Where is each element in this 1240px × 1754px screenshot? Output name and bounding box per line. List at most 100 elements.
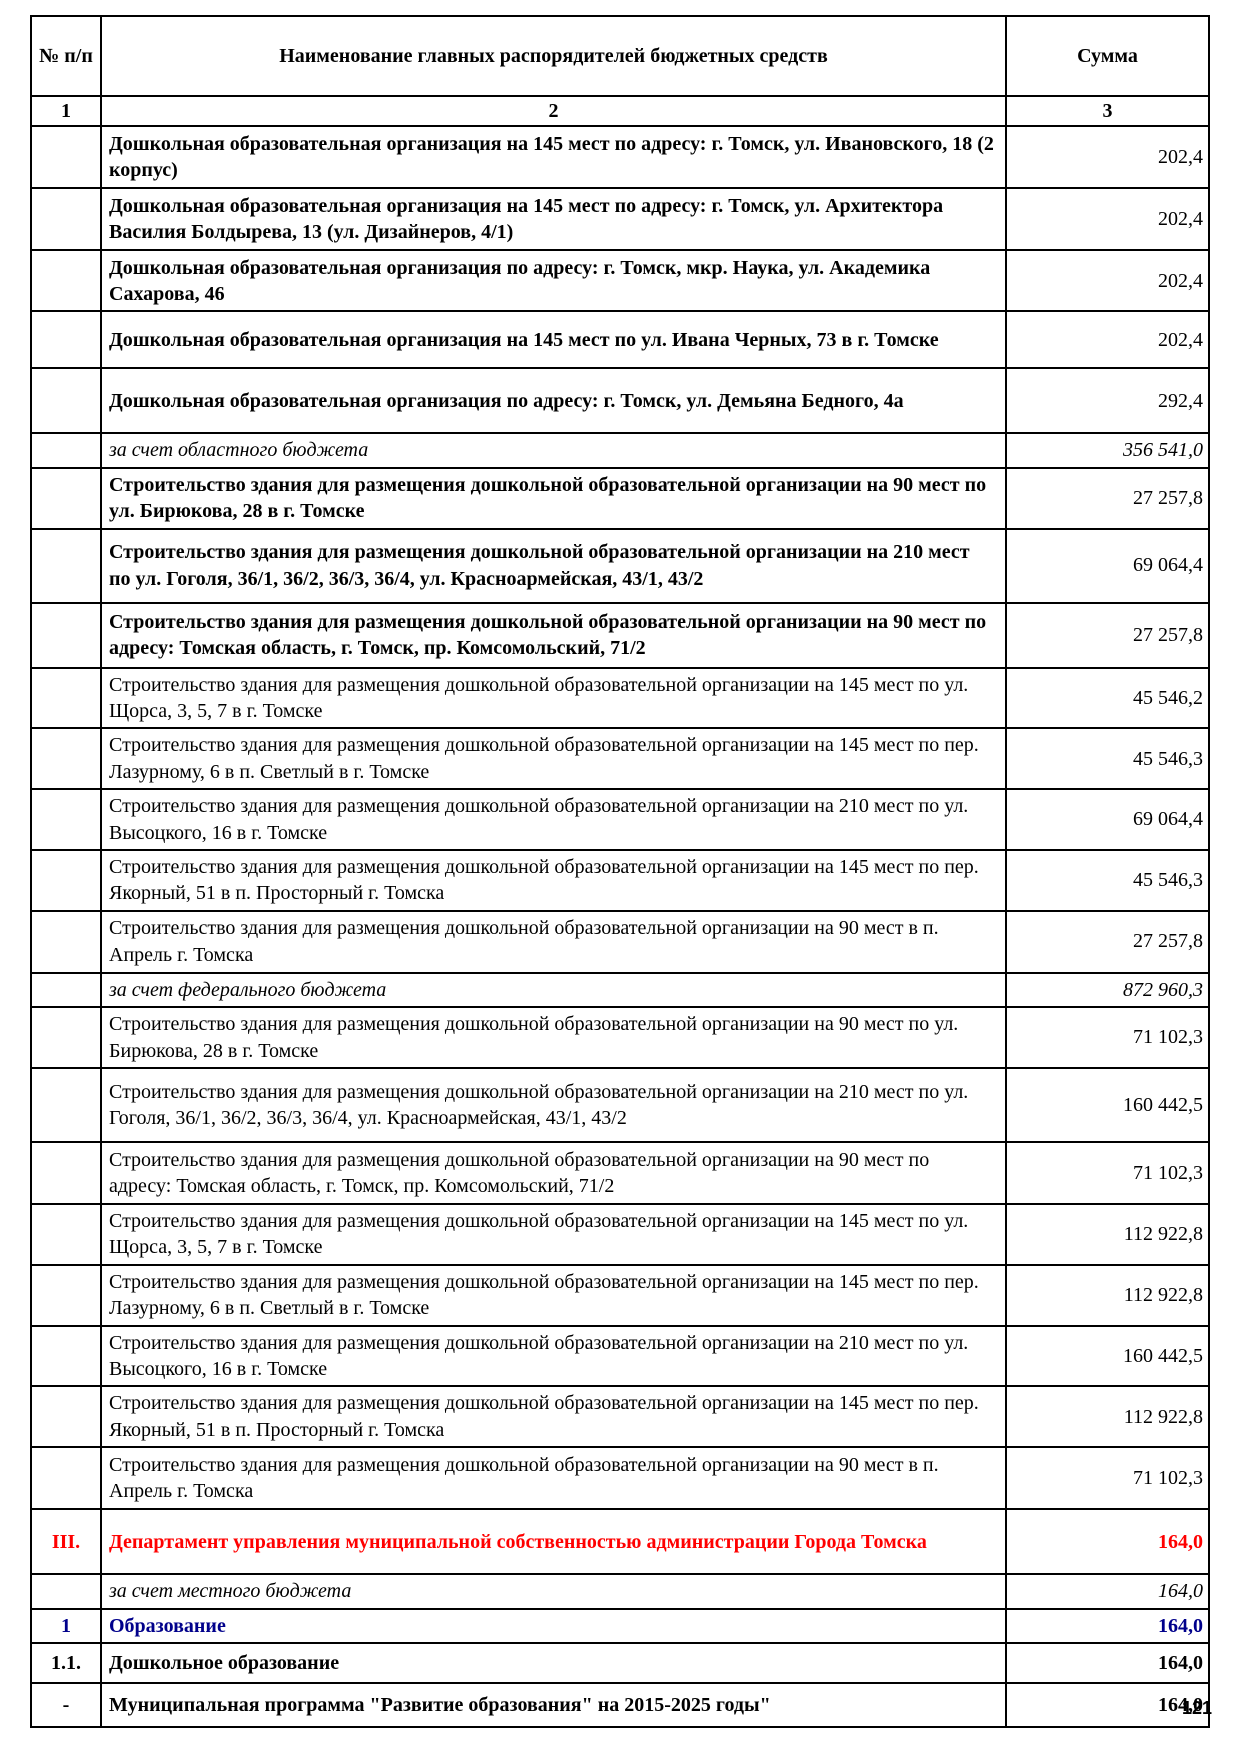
row-number-cell — [30, 125, 102, 190]
row-value-cell: 112 922,8 — [1005, 1385, 1210, 1449]
table-row: за счет федерального бюджета 872 960,3 — [30, 971, 1210, 1009]
row-number-cell — [30, 1446, 102, 1511]
row-name-cell: Строительство здания для размещения дошк… — [100, 1446, 1007, 1511]
table-row: Строительство здания для размещения дошк… — [30, 848, 1210, 912]
table-row: Строительство здания для размещения дошк… — [30, 727, 1210, 791]
row-name-cell: Строительство здания для размещения дошк… — [100, 1067, 1007, 1144]
row-name-cell: Образование — [100, 1607, 1007, 1644]
row-number-cell — [30, 187, 102, 252]
table-row: Дошкольная образовательная организация н… — [30, 187, 1210, 252]
row-name-cell: Строительство здания для размещения дошк… — [100, 601, 1007, 669]
table-row: III. Департамент управления муниципально… — [30, 1508, 1210, 1576]
table-row: за счет местного бюджета 164,0 — [30, 1573, 1210, 1610]
row-number-cell — [30, 432, 102, 469]
row-value-cell: 27 257,8 — [1005, 466, 1210, 530]
row-value-cell: 164,0 — [1005, 1508, 1210, 1576]
row-number-cell — [30, 1067, 102, 1144]
table-row: Строительство здания для размещения дошк… — [30, 1263, 1210, 1327]
row-value-cell: 71 102,3 — [1005, 1446, 1210, 1511]
row-value-cell: 164,0 — [1005, 1681, 1210, 1728]
row-number-cell: 1.1. — [30, 1641, 102, 1684]
row-value-cell: 71 102,3 — [1005, 1141, 1210, 1206]
row-name-cell: Строительство здания для размещения дошк… — [100, 466, 1007, 530]
column-number-2: 2 — [100, 94, 1007, 128]
row-number-cell — [30, 1141, 102, 1206]
header-name: Наименование главных распорядителей бюдж… — [100, 15, 1007, 97]
row-name-cell: Дошкольная образовательная организация п… — [100, 367, 1007, 435]
row-value-cell: 45 546,3 — [1005, 727, 1210, 791]
table-row: Строительство здания для размещения дошк… — [30, 1006, 1210, 1070]
row-number-cell — [30, 727, 102, 791]
row-number-cell — [30, 1385, 102, 1449]
row-number-cell — [30, 367, 102, 435]
row-name-cell: Дошкольная образовательная организация п… — [100, 249, 1007, 313]
table-row: Дошкольная образовательная организация п… — [30, 367, 1210, 435]
row-name-cell: Строительство здания для размещения дошк… — [100, 1141, 1007, 1206]
row-number-cell — [30, 788, 102, 851]
column-number-1: 1 — [30, 94, 102, 128]
table-body: Дошкольная образовательная организация н… — [30, 125, 1210, 1728]
row-value-cell: 71 102,3 — [1005, 1006, 1210, 1070]
row-name-cell: Строительство здания для размещения дошк… — [100, 527, 1007, 604]
header-row-number: № п/п — [30, 15, 102, 97]
row-value-cell: 45 546,3 — [1005, 848, 1210, 912]
table-row: 1 Образование 164,0 — [30, 1607, 1210, 1644]
row-number-cell — [30, 1263, 102, 1327]
table-row: Строительство здания для размещения дошк… — [30, 1385, 1210, 1449]
row-name-cell: Муниципальная программа "Развитие образо… — [100, 1681, 1007, 1728]
table-row: Строительство здания для размещения дошк… — [30, 466, 1210, 530]
row-value-cell: 202,4 — [1005, 187, 1210, 252]
row-value-cell: 69 064,4 — [1005, 527, 1210, 604]
row-number-cell — [30, 848, 102, 912]
row-number-cell — [30, 249, 102, 313]
table-header-row: № п/п Наименование главных распорядителе… — [30, 15, 1210, 97]
row-number-cell — [30, 310, 102, 370]
row-name-cell: Дошкольное образование — [100, 1641, 1007, 1684]
column-number-row: 1 2 3 — [30, 94, 1210, 128]
row-name-cell: за счет областного бюджета — [100, 432, 1007, 469]
row-number-cell — [30, 466, 102, 530]
table-row: Строительство здания для размещения дошк… — [30, 666, 1210, 730]
row-value-cell: 69 064,4 — [1005, 788, 1210, 851]
row-number-cell — [30, 1573, 102, 1610]
row-number-cell — [30, 971, 102, 1009]
row-name-cell: Строительство здания для размещения дошк… — [100, 1324, 1007, 1388]
row-name-cell: Дошкольная образовательная организация н… — [100, 187, 1007, 252]
row-name-cell: за счет местного бюджета — [100, 1573, 1007, 1610]
row-value-cell: 202,4 — [1005, 125, 1210, 190]
row-value-cell: 292,4 — [1005, 367, 1210, 435]
row-name-cell: Строительство здания для размещения дошк… — [100, 1006, 1007, 1070]
row-name-cell: Строительство здания для размещения дошк… — [100, 909, 1007, 974]
row-name-cell: Строительство здания для размещения дошк… — [100, 1203, 1007, 1266]
row-value-cell: 160 442,5 — [1005, 1067, 1210, 1144]
row-number-cell: III. — [30, 1508, 102, 1576]
row-value-cell: 356 541,0 — [1005, 432, 1210, 469]
row-value-cell: 27 257,8 — [1005, 601, 1210, 669]
row-value-cell: 164,0 — [1005, 1641, 1210, 1684]
row-value-cell: 160 442,5 — [1005, 1324, 1210, 1388]
row-number-cell — [30, 601, 102, 669]
row-number-cell — [30, 1006, 102, 1070]
row-number-cell: - — [30, 1681, 102, 1728]
table-row: Строительство здания для размещения дошк… — [30, 909, 1210, 974]
row-name-cell: Строительство здания для размещения дошк… — [100, 788, 1007, 851]
row-name-cell: Строительство здания для размещения дошк… — [100, 848, 1007, 912]
row-value-cell: 112 922,8 — [1005, 1203, 1210, 1266]
row-value-cell: 112 922,8 — [1005, 1263, 1210, 1327]
row-number-cell: 1 — [30, 1607, 102, 1644]
row-name-cell: Строительство здания для размещения дошк… — [100, 1385, 1007, 1449]
table-row: Строительство здания для размещения дошк… — [30, 1067, 1210, 1144]
table-row: Строительство здания для размещения дошк… — [30, 1446, 1210, 1511]
table-row: Строительство здания для размещения дошк… — [30, 1324, 1210, 1388]
row-number-cell — [30, 909, 102, 974]
row-value-cell: 164,0 — [1005, 1573, 1210, 1610]
page-number: 121 — [1181, 1698, 1212, 1718]
table-row: Строительство здания для размещения дошк… — [30, 1203, 1210, 1266]
table-row: Дошкольная образовательная организация н… — [30, 310, 1210, 370]
row-name-cell: за счет федерального бюджета — [100, 971, 1007, 1009]
table-row: за счет областного бюджета 356 541,0 — [30, 432, 1210, 469]
row-name-cell: Дошкольная образовательная организация н… — [100, 310, 1007, 370]
table-row: - Муниципальная программа "Развитие обра… — [30, 1681, 1210, 1728]
row-number-cell — [30, 1324, 102, 1388]
header-sum: Сумма — [1005, 15, 1210, 97]
